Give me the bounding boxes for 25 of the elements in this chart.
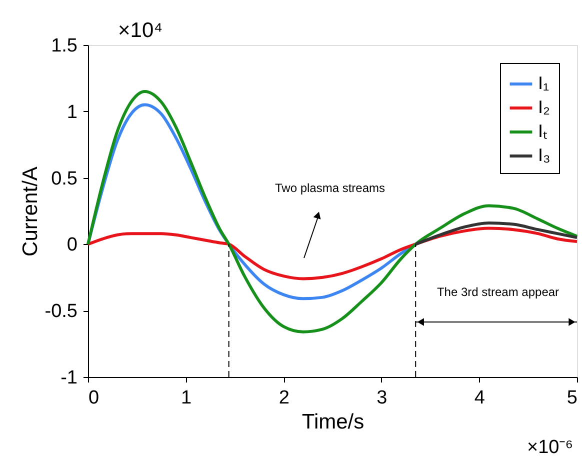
legend-label: I₃ bbox=[538, 145, 550, 165]
x-tick-label: 4 bbox=[474, 388, 486, 408]
text: ×10⁴ bbox=[118, 19, 163, 42]
line-series bbox=[414, 221, 578, 246]
y-tick-label: -1 bbox=[60, 368, 78, 388]
x-tick-label: 5 bbox=[566, 388, 578, 408]
line-series bbox=[86, 226, 578, 280]
y-tick-label: -0.5 bbox=[44, 301, 78, 322]
annotation: Two plasma streams bbox=[274, 181, 386, 195]
annotation: The 3rd stream appear bbox=[436, 285, 560, 299]
x-tick-label: 1 bbox=[181, 388, 192, 408]
x-tick-label: 3 bbox=[376, 388, 388, 408]
y-tick-label: 0 bbox=[66, 234, 78, 256]
legend-label: I₂ bbox=[538, 97, 550, 117]
legend-label: Iₜ bbox=[538, 121, 548, 141]
legend-label: I₁ bbox=[538, 73, 550, 93]
x-tick-label: 0 bbox=[88, 388, 100, 408]
y-tick-label: 1 bbox=[66, 102, 78, 123]
y-tick-label: 1.5 bbox=[51, 36, 78, 56]
y-tick-label: 0.5 bbox=[51, 168, 78, 190]
text: ×10⁻⁶ bbox=[527, 437, 574, 458]
line-series bbox=[86, 90, 578, 334]
y-axis-title: Current/A bbox=[18, 166, 42, 256]
x-axis-title: Time/s bbox=[302, 410, 364, 434]
x-tick-label: 2 bbox=[278, 388, 290, 408]
